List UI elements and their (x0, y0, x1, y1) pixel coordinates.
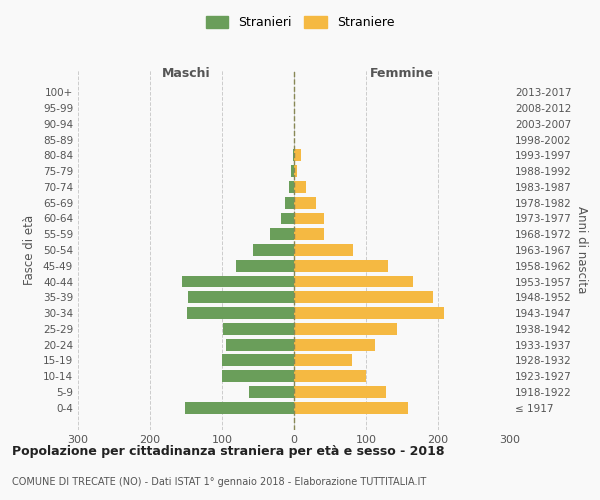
Legend: Stranieri, Straniere: Stranieri, Straniere (201, 11, 399, 34)
Bar (289, 181, 294, 193)
Bar (294, 386, 386, 398)
Bar (270, 228, 294, 240)
Bar (294, 307, 444, 319)
Bar (187, 307, 294, 319)
Bar (294, 212, 324, 224)
Bar (222, 354, 294, 366)
Y-axis label: Anni di nascita: Anni di nascita (575, 206, 588, 294)
Bar (185, 402, 294, 413)
Bar (236, 260, 294, 272)
Bar (294, 338, 376, 350)
Bar (294, 165, 297, 177)
Text: Maschi: Maschi (161, 66, 211, 80)
Bar (294, 150, 301, 162)
Bar (223, 323, 294, 335)
Bar (222, 370, 294, 382)
Bar (284, 197, 294, 208)
Bar (294, 402, 408, 413)
Bar (294, 260, 388, 272)
Bar (294, 370, 366, 382)
Bar (226, 338, 294, 350)
Bar (294, 292, 433, 303)
Bar (182, 276, 294, 287)
Text: Popolazione per cittadinanza straniera per età e sesso - 2018: Popolazione per cittadinanza straniera p… (12, 445, 445, 458)
Bar (293, 150, 294, 162)
Bar (294, 197, 316, 208)
Bar (291, 165, 294, 177)
Bar (281, 212, 294, 224)
Y-axis label: Fasce di età: Fasce di età (23, 215, 36, 285)
Bar (294, 228, 324, 240)
Bar (294, 354, 352, 366)
Bar (294, 276, 413, 287)
Bar (250, 386, 294, 398)
Bar (294, 181, 306, 193)
Bar (294, 244, 353, 256)
Text: Femmine: Femmine (370, 66, 434, 80)
Bar (253, 244, 294, 256)
Text: COMUNE DI TRECATE (NO) - Dati ISTAT 1° gennaio 2018 - Elaborazione TUTTITALIA.IT: COMUNE DI TRECATE (NO) - Dati ISTAT 1° g… (12, 477, 426, 487)
Bar (294, 323, 397, 335)
Bar (188, 292, 294, 303)
